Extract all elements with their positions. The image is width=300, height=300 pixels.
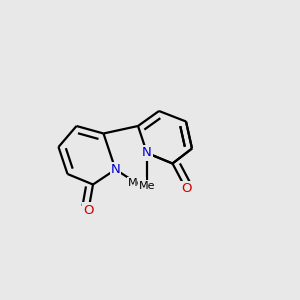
Text: Me: Me: [139, 181, 155, 191]
Text: Me: Me: [128, 178, 145, 188]
Text: O: O: [83, 203, 94, 217]
Text: N: N: [111, 163, 120, 176]
Text: O: O: [181, 182, 191, 196]
Text: N: N: [142, 146, 152, 160]
